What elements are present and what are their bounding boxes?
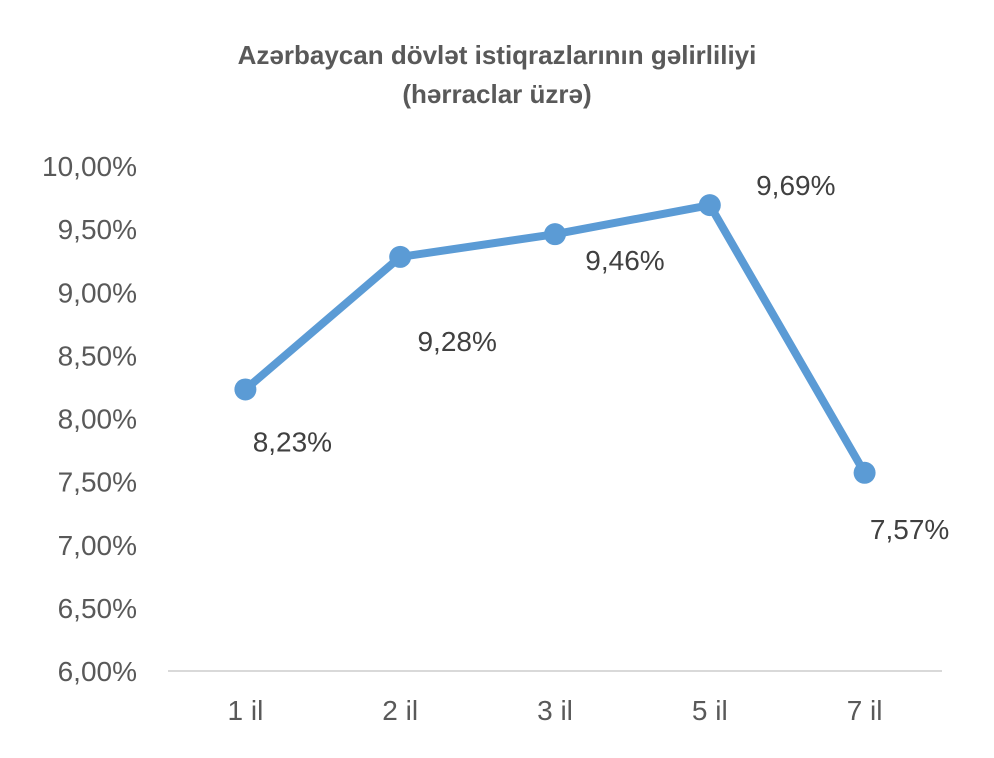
chart-title: Azərbaycan dövlət istiqrazlarının gəlirl… [238,40,757,70]
data-point-marker [544,223,566,246]
data-point-marker [389,245,412,268]
y-tick-label: 8,50% [58,340,137,371]
y-tick-label: 10,00% [42,151,137,182]
x-tick-label: 1 il [228,695,264,726]
y-tick-label: 8,00% [58,404,137,435]
x-tick-label: 7 il [847,695,883,726]
data-label: 8,23% [253,426,332,457]
y-tick-label: 6,50% [58,593,137,624]
y-tick-label: 7,00% [58,530,137,561]
data-label: 9,46% [585,245,664,276]
y-tick-label: 9,00% [58,277,137,308]
data-labels: 8,23% 9,28% 9,46% 9,69% 7,57% [253,170,950,545]
data-point-marker [698,194,721,217]
data-label: 9,69% [756,170,835,201]
data-label: 9,28% [417,326,496,357]
y-axis: 6,00% 6,50% 7,00% 7,50% 8,00% 8,50% 9,00% 9,50%… [42,151,137,687]
x-axis: 1 il 2 il 3 il 5 il 7 il [228,695,883,726]
y-tick-label: 6,00% [58,656,137,687]
series-line [241,201,869,477]
y-tick-label: 9,50% [58,214,137,245]
series-line-group [234,194,876,484]
data-label: 7,57% [870,514,949,545]
chart-subtitle: (hərraclar üzrə) [402,79,591,109]
y-tick-label: 7,50% [58,467,137,498]
x-tick-label: 2 il [382,695,418,726]
x-tick-label: 3 il [537,695,573,726]
data-point-marker [234,378,257,401]
x-tick-label: 5 il [692,695,728,726]
data-point-marker [853,461,876,484]
